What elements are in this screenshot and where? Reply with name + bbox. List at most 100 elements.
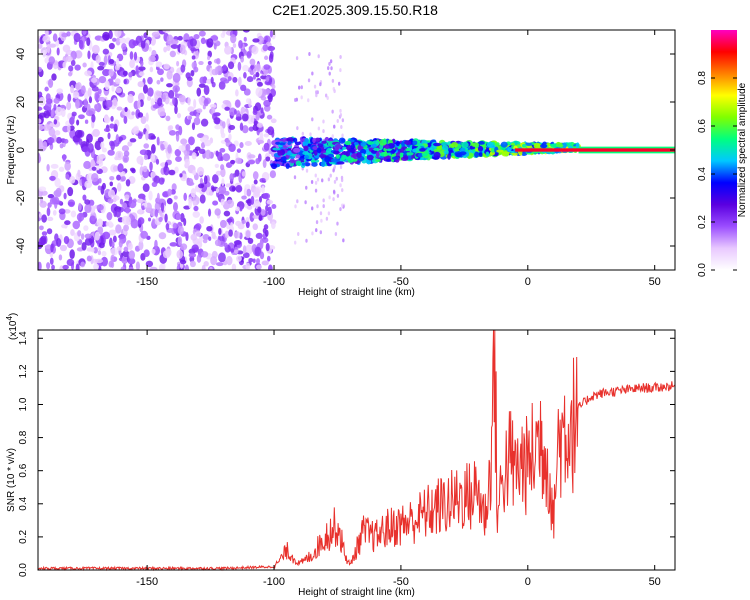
heatmap-cell <box>98 75 107 84</box>
heatmap-cell <box>48 56 55 65</box>
heatmap-cell <box>220 198 225 206</box>
heatmap-cell <box>209 266 213 270</box>
heatmap-cell <box>315 93 318 98</box>
heatmap-cell <box>246 188 252 197</box>
heatmap-cell <box>239 142 244 149</box>
heatmap-cell <box>330 66 333 71</box>
heatmap-cell <box>186 76 193 82</box>
heatmap-cell <box>80 261 86 268</box>
snr-y-tick-label: 0.2 <box>18 530 29 544</box>
heatmap-cell <box>257 206 262 213</box>
colorbar-tick-label: 0.6 <box>697 119 708 133</box>
heatmap-cell <box>129 59 135 69</box>
heatmap-cell <box>263 192 271 200</box>
heatmap-cell <box>154 208 159 218</box>
heatmap-cell <box>219 219 227 229</box>
heatmap-cell <box>459 151 467 156</box>
heatmap-cell <box>209 67 213 77</box>
heatmap-cell <box>314 180 318 185</box>
heatmap-cell <box>200 37 206 45</box>
heatmap-cell <box>82 146 89 153</box>
heatmap-cell <box>84 237 93 246</box>
heatmap-cell <box>162 30 171 33</box>
heatmap-cell <box>112 37 117 42</box>
heatmap-cell <box>375 151 380 158</box>
heatmap-cell <box>40 235 47 246</box>
heatmap-cell <box>214 208 221 216</box>
heatmap-cell <box>85 110 94 117</box>
heatmap-cell <box>41 231 48 236</box>
heatmap-cell <box>174 105 178 115</box>
heatmap-cell <box>149 66 154 73</box>
heatmap-cell <box>112 97 118 107</box>
heatmap-cell <box>325 148 331 154</box>
heatmap-cell <box>328 61 331 66</box>
heatmap-cell <box>156 136 160 146</box>
heatmap-cell <box>295 154 301 159</box>
heatmap-cell <box>107 198 114 204</box>
heatmap-cell <box>304 137 309 143</box>
snr-y-tick-label: 1.0 <box>18 397 29 411</box>
heatmap-cell <box>185 143 191 152</box>
heatmap-cell <box>44 86 49 92</box>
heatmap-cell <box>228 124 236 131</box>
heatmap-cell <box>212 200 219 206</box>
heatmap-cell <box>154 239 158 250</box>
heatmap-cell <box>151 218 156 226</box>
heatmap-cell <box>187 97 191 106</box>
heatmap-cell <box>198 83 206 88</box>
heatmap-cell <box>75 82 80 90</box>
heatmap-cell <box>342 238 345 243</box>
heatmap-cell <box>63 138 69 144</box>
heatmap-cell <box>127 141 133 147</box>
heatmap-cell <box>367 141 374 146</box>
heatmap-cell <box>252 214 260 219</box>
heatmap-cell <box>103 128 111 133</box>
heatmap-cell <box>309 132 312 137</box>
heatmap-cell <box>252 171 259 180</box>
heatmap-cell <box>322 119 325 124</box>
heatmap-cell <box>252 38 260 43</box>
heatmap-cell <box>302 151 310 156</box>
heatmap-cell <box>38 261 42 270</box>
snr-y-multiplier-base: (x10 <box>8 320 19 340</box>
heatmap-cell <box>243 88 251 96</box>
heatmap-cell <box>164 213 168 223</box>
heatmap-cell <box>183 218 187 226</box>
heatmap-cell <box>243 36 247 42</box>
heatmap-cell <box>332 197 335 202</box>
heatmap-cell <box>108 58 115 65</box>
heatmap-cell <box>119 37 127 44</box>
heatmap-cell <box>172 96 176 106</box>
heatmap-cell <box>192 200 197 206</box>
snr-x-tick-label: 0 <box>525 576 531 588</box>
heatmap-cell <box>61 224 68 229</box>
heatmap-cell <box>304 200 307 205</box>
heatmap-cell <box>293 137 298 143</box>
heatmap-cell <box>162 94 166 103</box>
heatmap-cell <box>117 182 122 192</box>
heatmap-cell <box>142 183 150 192</box>
heatmap-cell <box>173 202 178 212</box>
heatmap-cell <box>402 155 409 160</box>
heatmap-cell <box>230 222 234 231</box>
heatmap-cell <box>233 231 241 239</box>
heatmap-cell <box>49 175 56 181</box>
heatmap-cell <box>81 241 87 251</box>
heatmap-cell <box>179 44 186 55</box>
heatmap-cell <box>64 220 71 226</box>
heatmap-cell <box>149 266 158 270</box>
snr-y-tick-label: 1.4 <box>18 331 29 345</box>
heatmap-cell <box>59 244 68 252</box>
heatmap-cell <box>214 124 222 130</box>
heatmap-cell <box>213 42 217 50</box>
heatmap-cell <box>405 147 411 152</box>
heatmap-cell <box>124 194 130 200</box>
heatmap-cell <box>136 198 144 204</box>
heatmap-cell <box>123 79 127 85</box>
heatmap-cell <box>260 107 264 114</box>
heatmap-cell <box>155 158 160 165</box>
heatmap-cell <box>433 151 441 159</box>
heatmap-cell <box>338 137 346 144</box>
heatmap-cell <box>176 113 182 119</box>
